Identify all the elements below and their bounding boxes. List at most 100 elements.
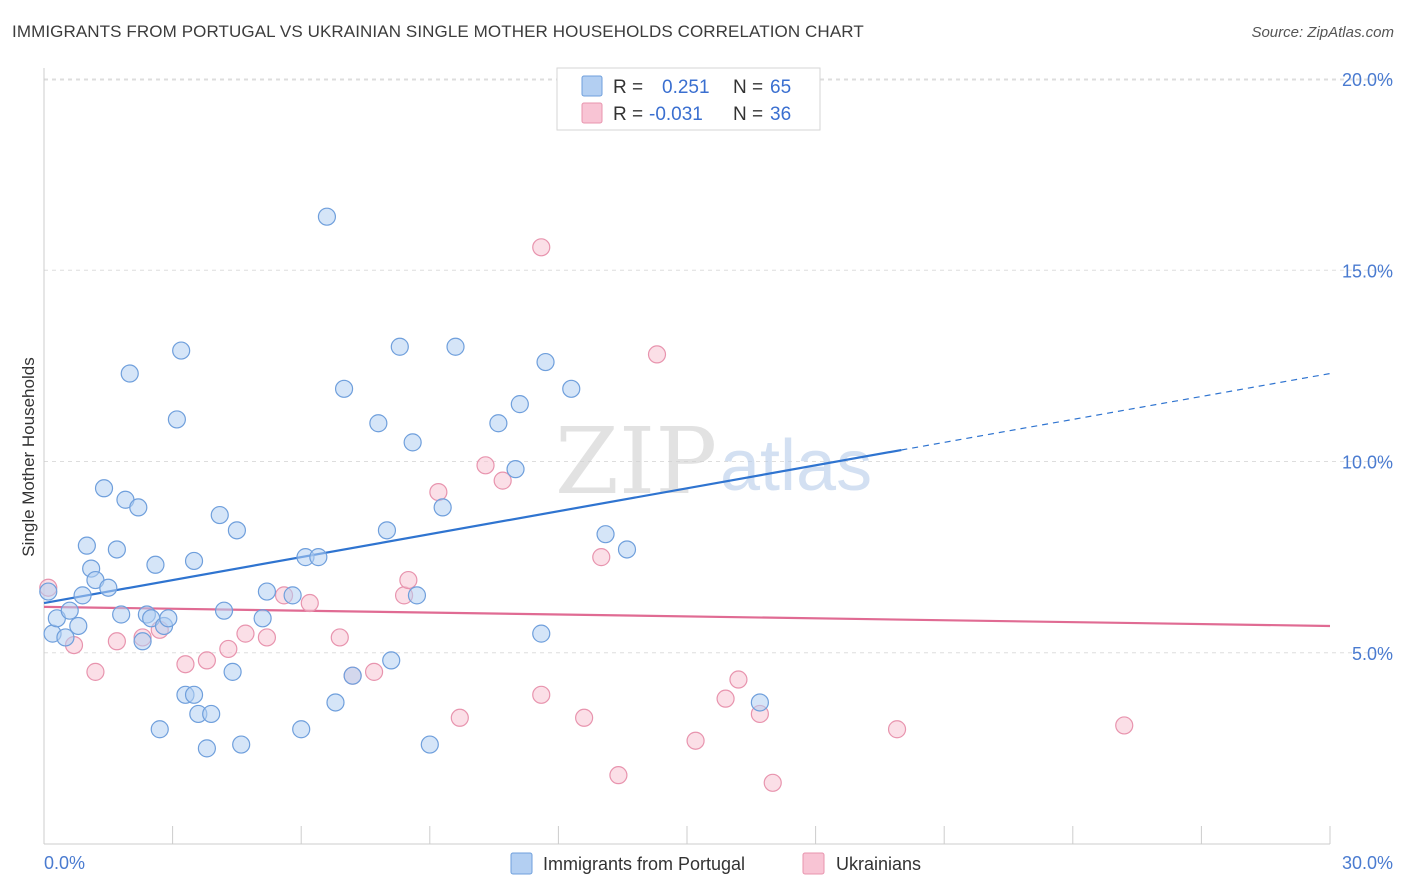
point-ukrainians-15 bbox=[364, 662, 384, 681]
point-portugal-12 bbox=[107, 540, 126, 559]
series-legend-swatch-portugal bbox=[510, 852, 533, 875]
legend-r-value-1: 0.251 bbox=[662, 77, 710, 98]
point-portugal-10 bbox=[94, 479, 114, 498]
point-ukrainians-25 bbox=[592, 548, 611, 567]
legend-n-label-1: N = bbox=[733, 77, 763, 98]
axes bbox=[43, 68, 1331, 845]
point-ukrainians-21 bbox=[493, 471, 512, 490]
point-portugal-59 bbox=[532, 624, 551, 643]
point-portugal-25 bbox=[172, 341, 191, 360]
point-portugal-43 bbox=[317, 207, 337, 226]
legend-r-label-1: R = bbox=[613, 77, 643, 98]
legend-r-value-2: -0.031 bbox=[649, 104, 703, 125]
point-ukrainians-6 bbox=[176, 655, 195, 674]
point-portugal-48 bbox=[377, 521, 397, 540]
y-tick-label-2: 15.0% bbox=[1342, 261, 1393, 281]
point-portugal-16 bbox=[129, 498, 148, 517]
point-portugal-58 bbox=[510, 395, 529, 414]
point-portugal-61 bbox=[562, 379, 581, 398]
point-portugal-60 bbox=[536, 352, 555, 372]
point-ukrainians-20 bbox=[476, 456, 495, 475]
point-portugal-23 bbox=[159, 609, 178, 628]
trend-line-portugal-extension bbox=[901, 372, 1331, 451]
point-portugal-38 bbox=[257, 582, 277, 601]
point-ukrainians-17 bbox=[399, 570, 418, 590]
point-portugal-62 bbox=[596, 525, 615, 544]
legend-swatch-portugal bbox=[581, 75, 603, 97]
point-ukrainians-2 bbox=[86, 662, 105, 681]
point-ukrainians-29 bbox=[686, 731, 705, 750]
point-portugal-7 bbox=[77, 536, 96, 555]
point-ukrainians-24 bbox=[575, 708, 594, 727]
point-portugal-57 bbox=[506, 460, 525, 479]
point-portugal-34 bbox=[223, 662, 242, 681]
point-portugal-54 bbox=[433, 498, 452, 517]
point-ukrainians-8 bbox=[219, 639, 238, 659]
point-ukrainians-12 bbox=[300, 593, 319, 613]
trend-line-portugal bbox=[43, 448, 902, 605]
point-portugal-21 bbox=[150, 720, 169, 739]
point-portugal-13 bbox=[112, 605, 131, 624]
point-portugal-27 bbox=[184, 685, 204, 704]
point-portugal-6 bbox=[73, 586, 92, 605]
point-ukrainians-10 bbox=[257, 628, 277, 647]
legend-r-label-2: R = bbox=[613, 104, 643, 125]
point-portugal-24 bbox=[167, 410, 186, 429]
y-tick-label-0: 5.0% bbox=[1352, 644, 1393, 664]
point-ukrainians-26 bbox=[609, 766, 628, 785]
point-ukrainians-9 bbox=[236, 624, 255, 643]
series-legend-swatch-ukrainians bbox=[802, 852, 825, 875]
trend-line-ukrainians bbox=[43, 605, 1331, 628]
point-portugal-33 bbox=[214, 601, 234, 620]
y-tick-labels: 5.0% 10.0% 15.0% 20.0% bbox=[1342, 70, 1393, 664]
point-ukrainians-34 bbox=[887, 720, 907, 739]
trend-lines bbox=[43, 372, 1331, 628]
watermark-atlas: atlas bbox=[720, 426, 872, 506]
point-portugal-42 bbox=[309, 548, 328, 567]
point-portugal-64 bbox=[750, 693, 769, 712]
point-portugal-17 bbox=[133, 632, 152, 651]
series-legend-label-portugal: Immigrants from Portugal bbox=[543, 854, 745, 874]
series-legend: Immigrants from Portugal Ukrainians bbox=[510, 852, 921, 875]
x-tick-label-min: 0.0% bbox=[44, 853, 85, 873]
point-portugal-15 bbox=[120, 364, 139, 383]
point-portugal-37 bbox=[253, 609, 272, 628]
point-portugal-32 bbox=[210, 505, 229, 525]
point-portugal-47 bbox=[369, 414, 388, 433]
point-portugal-35 bbox=[227, 521, 246, 540]
legend-n-label-2: N = bbox=[733, 104, 763, 125]
point-portugal-45 bbox=[334, 379, 354, 398]
point-ukrainians-18 bbox=[429, 483, 448, 502]
point-ukrainians-35 bbox=[1115, 716, 1134, 735]
legend-n-value-2: 36 bbox=[770, 104, 791, 125]
point-portugal-28 bbox=[184, 551, 204, 571]
point-ukrainians-23 bbox=[532, 238, 551, 257]
point-portugal-49 bbox=[382, 651, 401, 670]
point-portugal-46 bbox=[343, 666, 362, 685]
point-portugal-20 bbox=[146, 555, 165, 574]
point-portugal-40 bbox=[292, 720, 311, 739]
point-ukrainians-3 bbox=[107, 632, 126, 651]
source-credit: Source: ZipAtlas.com bbox=[1251, 24, 1394, 41]
point-ukrainians-30 bbox=[716, 689, 735, 708]
point-ukrainians-33 bbox=[763, 773, 782, 792]
legend-swatch-ukrainians bbox=[581, 102, 603, 124]
x-tick-label-max: 30.0% bbox=[1342, 853, 1393, 873]
point-portugal-36 bbox=[232, 735, 251, 754]
point-ukrainians-7 bbox=[197, 651, 216, 670]
y-axis-label: Single Mother Households bbox=[19, 357, 38, 556]
point-ukrainians-31 bbox=[729, 670, 748, 689]
correlation-legend: R = 0.251 N = 65 R = -0.031 N = 36 bbox=[556, 67, 821, 131]
point-portugal-11 bbox=[99, 578, 118, 597]
point-portugal-5 bbox=[69, 616, 88, 636]
point-portugal-52 bbox=[407, 586, 427, 605]
point-portugal-50 bbox=[390, 337, 409, 356]
legend-n-value-1: 65 bbox=[770, 77, 791, 98]
series-legend-label-ukrainians: Ukrainians bbox=[836, 854, 921, 874]
point-portugal-53 bbox=[420, 735, 439, 754]
point-ukrainians-27 bbox=[647, 345, 667, 364]
point-portugal-30 bbox=[197, 739, 216, 758]
point-ukrainians-13 bbox=[330, 628, 349, 647]
watermark: ZIP atlas bbox=[555, 408, 872, 515]
